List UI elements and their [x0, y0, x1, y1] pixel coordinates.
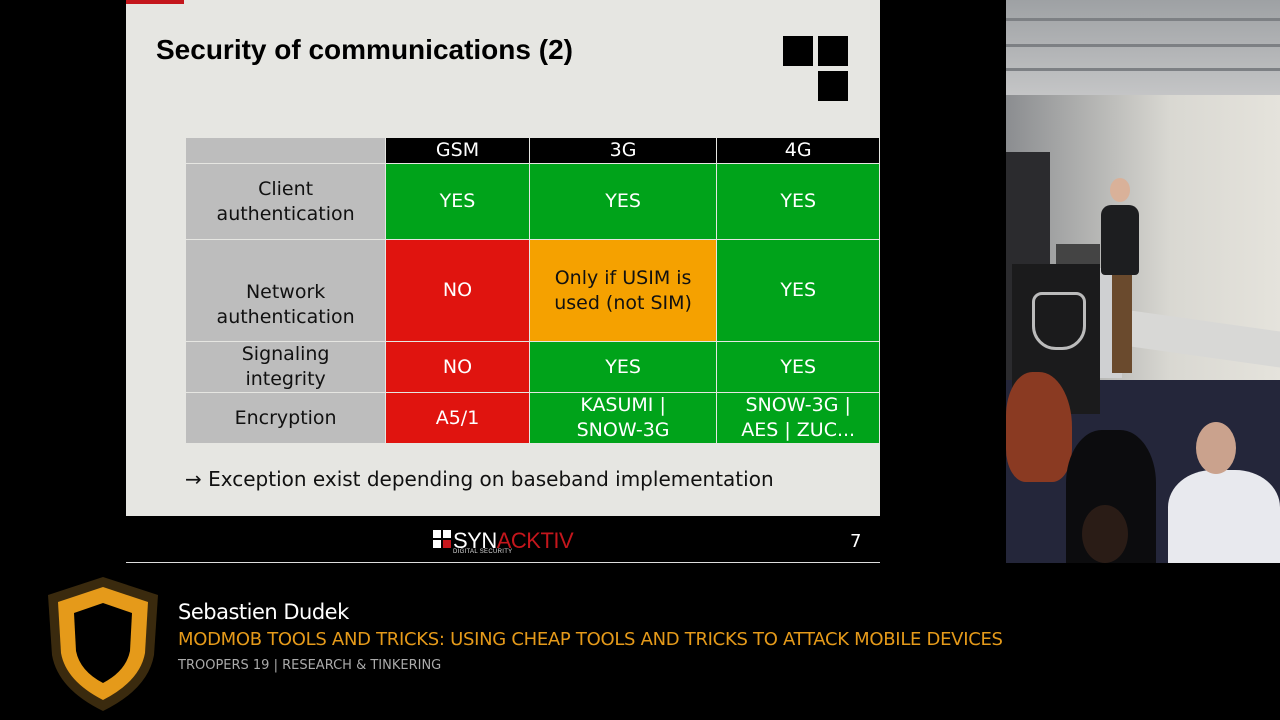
table-cell: A5/1 [385, 392, 530, 444]
row-header: Signaling integrity [184, 341, 387, 393]
comparison-table: GSM 3G 4G Client authentication YES YES … [184, 137, 880, 444]
slide-blocks-logo-icon [783, 36, 849, 102]
synacktiv-mark-icon [433, 530, 451, 548]
row-header: Network authentication [184, 239, 387, 342]
table-cell: KASUMI | SNOW-3G [528, 392, 718, 444]
slide-note: → Exception exist depending on baseband … [185, 467, 774, 491]
table-row: Encryption A5/1 KASUMI | SNOW-3G SNOW-3G… [184, 392, 880, 444]
speaker-figure [1101, 205, 1139, 275]
column-header: 3G [528, 137, 718, 164]
event-track: TROOPERS 19 | RESEARCH & TINKERING [178, 658, 442, 673]
table-cell: YES [716, 163, 880, 240]
lower-third: Sebastien Dudek MODMOB TOOLS AND TRICKS:… [0, 563, 1280, 720]
synacktiv-wordmark-part1: SYN [453, 528, 497, 553]
synacktiv-wordmark: SYNACKTIV [453, 528, 574, 554]
table-cell: NO [385, 239, 530, 342]
table-cell: YES [528, 341, 718, 393]
slide-page-number: 7 [850, 531, 862, 552]
table-row: Network authentication NO Only if USIM i… [184, 239, 880, 342]
row-header: Client authentication [184, 163, 387, 240]
slide-title: Security of communications (2) [156, 34, 573, 65]
table-row: Client authentication YES YES YES [184, 163, 880, 240]
speaker-name: Sebastien Dudek [178, 600, 349, 624]
talk-title: MODMOB TOOLS AND TRICKS: USING CHEAP TOO… [178, 629, 1003, 650]
column-header: GSM [385, 137, 530, 164]
table-cell: NO [385, 341, 530, 393]
table-corner-cell [184, 137, 387, 164]
troopers-shield-icon [48, 577, 158, 711]
table-cell: YES [528, 163, 718, 240]
synacktiv-tagline: DIGITAL SECURITY [453, 549, 513, 555]
slide-footer-divider [126, 562, 880, 563]
column-header: 4G [716, 137, 880, 164]
table-cell: SNOW-3G | AES | ZUC... [716, 392, 880, 444]
slide-accent-bar [126, 0, 184, 4]
table-cell: Only if USIM is used (not SIM) [528, 239, 718, 342]
table-cell: YES [716, 239, 880, 342]
table-header-row: GSM 3G 4G [184, 137, 880, 164]
row-header: Encryption [184, 392, 387, 444]
speaker-camera-feed [1006, 0, 1280, 563]
table-row: Signaling integrity NO YES YES [184, 341, 880, 393]
presentation-slide: Security of communications (2) GSM 3G 4G… [126, 0, 880, 516]
table-cell: YES [716, 341, 880, 393]
synacktiv-wordmark-part2: ACKTIV [496, 528, 574, 553]
table-cell: YES [385, 163, 530, 240]
